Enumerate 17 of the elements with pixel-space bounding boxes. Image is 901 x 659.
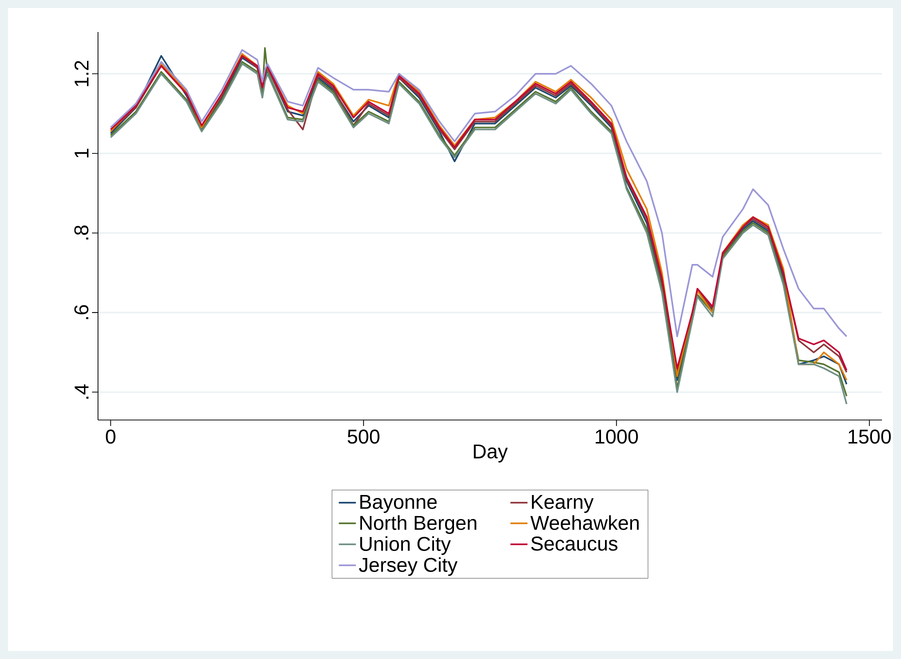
legend-label: North Bergen (360, 515, 476, 534)
legend-label: Kearny (532, 495, 594, 513)
y-tick-label: .8 (74, 225, 88, 240)
x-axis-title: Day (474, 444, 508, 462)
y-tick-label: .6 (74, 305, 88, 320)
x-tick-label: 500 (348, 430, 380, 444)
y-tick-label: 1.2 (74, 60, 88, 86)
x-tick-label: 0 (106, 430, 116, 444)
y-tick-label: .4 (74, 384, 88, 399)
legend-label: Union City (360, 536, 451, 555)
legend-label: Jersey City (358, 557, 458, 576)
legend-label: Weehawken (530, 515, 639, 530)
legend-label: Secaucus (531, 536, 618, 551)
y-tick-label: 1 (74, 148, 88, 158)
x-tick-label: 1000 (596, 430, 638, 444)
legend-label: Bayonne (360, 495, 437, 513)
x-tick-label: 1500 (848, 430, 891, 444)
